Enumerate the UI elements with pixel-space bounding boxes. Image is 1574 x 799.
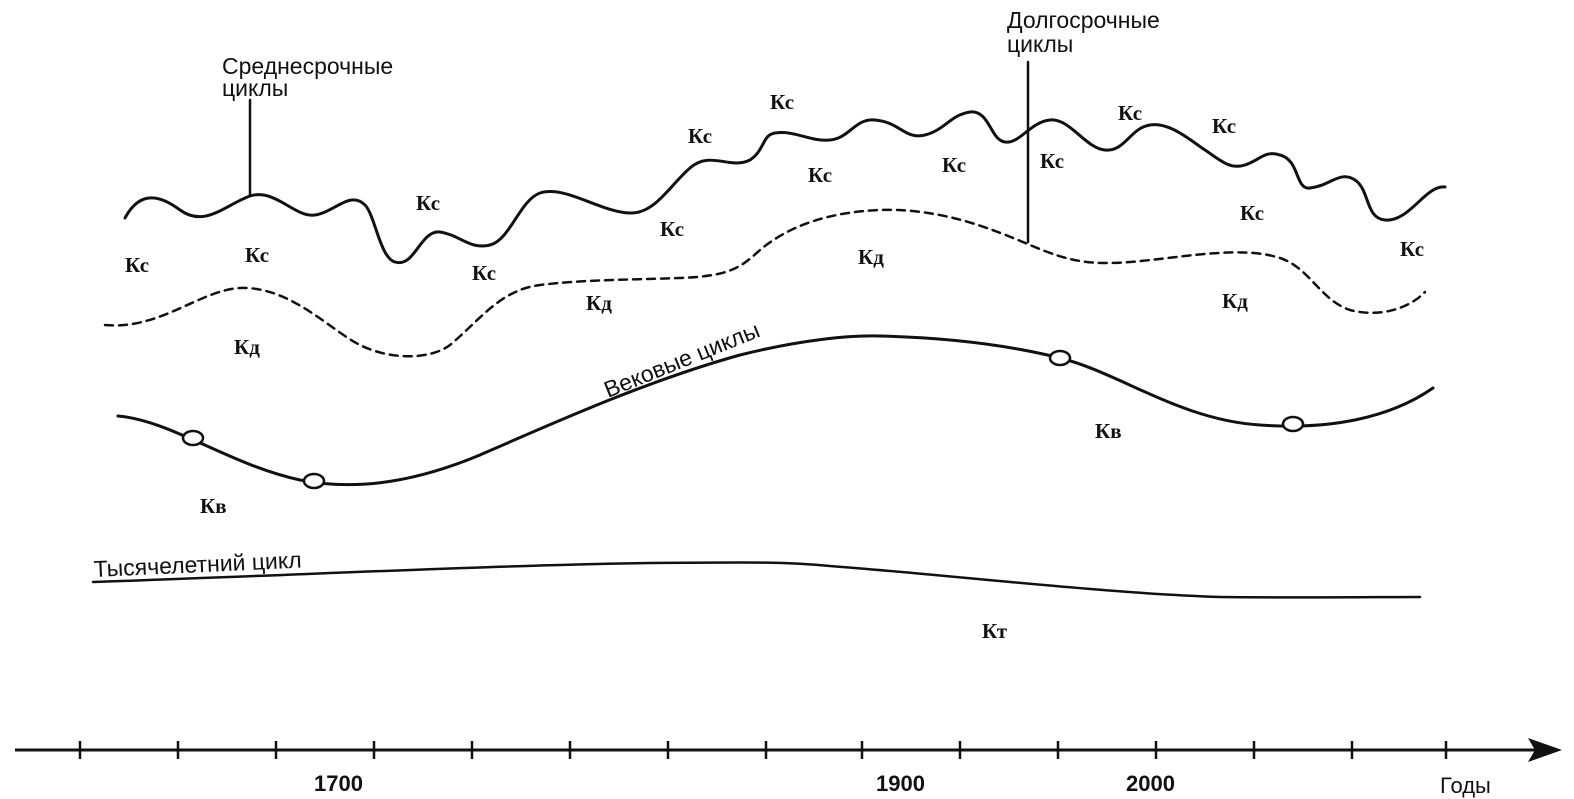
- ks-mark: Кс: [1040, 149, 1064, 173]
- turning-point-marker-1: [181, 429, 205, 447]
- turning-point-marker-2: [302, 472, 326, 490]
- ks-mark: Кс: [688, 124, 712, 148]
- ks-mark: Кс: [1400, 237, 1424, 261]
- year-tick-label: 1900: [876, 771, 925, 796]
- ks-mark: Кс: [125, 253, 149, 277]
- kt-mark: Кт: [982, 619, 1008, 643]
- kd-mark: Кд: [858, 245, 884, 269]
- long-term-cycle-curve: [103, 208, 1427, 358]
- kd-mark: Кд: [234, 335, 260, 359]
- axis-ticks: [78, 741, 1448, 759]
- kd-mark: Кд: [1222, 289, 1248, 313]
- kd-mark: Кд: [586, 291, 612, 315]
- ks-mark: Кс: [416, 191, 440, 215]
- long-term-label-line1: Долгосрочные: [1007, 7, 1160, 33]
- ks-mark: Кс: [1212, 114, 1236, 138]
- year-tick-label: 2000: [1126, 771, 1175, 796]
- millennial-cycle-curve: [91, 561, 1422, 599]
- ks-mark: Кс: [770, 90, 794, 114]
- turning-point-marker-3: [1048, 349, 1072, 367]
- secular-cycle-curve: [116, 334, 1435, 487]
- ks-mark: Кс: [660, 217, 684, 241]
- ks-mark: Кс: [808, 163, 832, 187]
- long-term-label-line2: циклы: [1007, 31, 1073, 57]
- turning-point-marker-4: [1281, 415, 1305, 433]
- kv-mark: Кв: [200, 494, 227, 518]
- medium-term-label-line1: Среднесрочные: [222, 53, 393, 79]
- kv-mark: Кв: [1095, 419, 1122, 443]
- medium-term-label-line2: циклы: [222, 75, 288, 101]
- ks-mark: Кс: [1118, 101, 1142, 125]
- ks-mark: Кс: [472, 261, 496, 285]
- time-axis-arrowhead: [1528, 738, 1562, 762]
- axis-unit-label: Годы: [1440, 773, 1491, 798]
- medium-term-cycle-curve: [123, 110, 1447, 264]
- ks-mark: Кс: [245, 243, 269, 267]
- year-tick-label: 1700: [314, 771, 363, 796]
- ks-mark: Кс: [942, 153, 966, 177]
- secular-label: Вековые циклы: [600, 317, 763, 403]
- ks-mark: Кс: [1240, 201, 1264, 225]
- millennial-label: Тысячелетний цикл: [93, 547, 302, 582]
